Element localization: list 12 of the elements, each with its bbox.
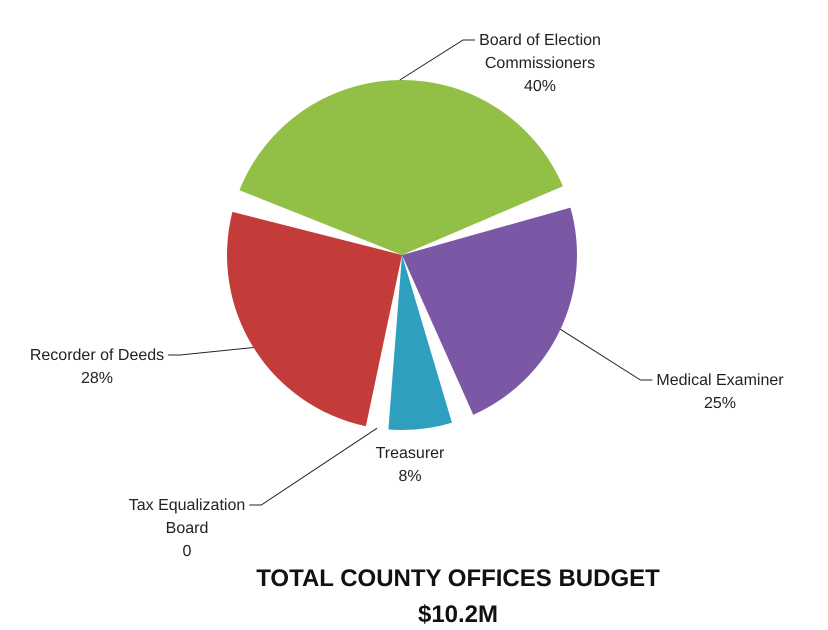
slice-label: Medical Examiner: [656, 372, 784, 389]
category-label: Tax Equalization Board: [128, 497, 246, 537]
text: $10.2M: [418, 601, 498, 628]
text: 0: [182, 543, 192, 560]
data-label: 25%: [704, 395, 736, 412]
slice-label: Recorder of Deeds: [30, 347, 164, 364]
data-label: 28%: [80, 370, 114, 387]
data-label: 40%: [524, 78, 556, 95]
slice-label: Treasurer: [376, 445, 446, 462]
slice-label: Board of Election Commissioners: [479, 32, 601, 72]
text: TOTAL COUNTY OFFICES BUDGET: [256, 565, 660, 592]
data-label: 8%: [398, 468, 422, 485]
